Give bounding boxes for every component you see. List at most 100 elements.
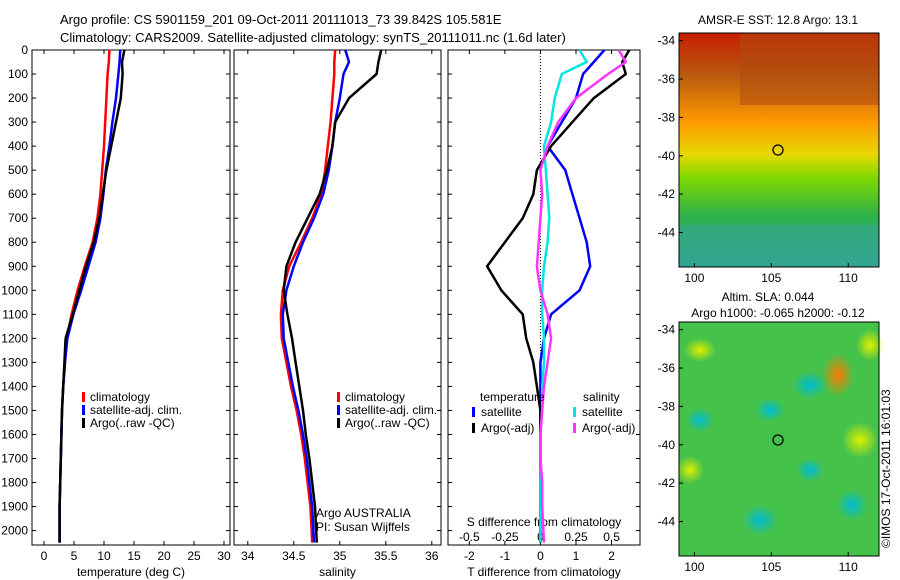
legend-swatch [573, 423, 576, 433]
map-latitude-label: -36 [658, 72, 676, 86]
depth-tick-label: 1700 [1, 451, 28, 465]
depth-tick-label: 100 [8, 67, 28, 81]
salinity-x-axis-label: salinity [319, 565, 356, 579]
depth-tick-label: 1500 [1, 403, 28, 417]
temperature-x-tick-label: 25 [187, 549, 201, 563]
temperature-x-tick-label: 5 [71, 549, 78, 563]
legend-swatch [337, 405, 340, 415]
map-longitude-label: 105 [761, 560, 781, 574]
legend-label: Argo(..raw -QC) [345, 416, 430, 430]
legend-label: climatology [345, 390, 405, 404]
temperature-x-tick-label: 30 [217, 549, 231, 563]
sla-map-axes: 100 105 110 -34 -36 -38 -40 -42 -44 [658, 323, 858, 574]
map-latitude-label: -42 [658, 476, 676, 490]
series-line-argo-raw-qc- [282, 49, 383, 543]
sst-map-frame [678, 32, 880, 268]
sla-anomaly-blob [836, 489, 868, 521]
temperature-axes-frame [31, 49, 231, 546]
legend-swatch [472, 423, 475, 433]
temperature-profile-panel: 0 5 10 15 20 25 300100200300400500600700800900… [1, 43, 231, 579]
temperature-x-tick-label: 20 [157, 549, 171, 563]
legend-group-heading: temperature [480, 390, 545, 404]
difference-x-tick-label: 1 [573, 549, 580, 563]
salinity-diff-tick-label: 0.5 [603, 530, 620, 544]
map-longitude-label: 100 [684, 560, 704, 574]
map-latitude-label: -40 [658, 438, 676, 452]
sla-anomaly-blob [842, 422, 878, 458]
difference-x-tick-label: 2 [608, 549, 615, 563]
legend-swatch [337, 418, 340, 428]
legend-label: Argo(-adj) [582, 421, 635, 435]
difference-x-tick-label: 0 [537, 549, 544, 563]
salinity-diff-tick-label: 0.25 [564, 530, 588, 544]
map-latitude-label: -44 [658, 225, 676, 239]
salinity-x-tick-label: 34.5 [282, 549, 306, 563]
series-line-satellite-adj-clim- [281, 49, 351, 543]
sla-anomaly-blob [684, 338, 716, 362]
temperature-x-tick-label: 15 [127, 549, 141, 563]
map-latitude-label: -34 [658, 34, 676, 48]
legend-label: climatology [90, 390, 150, 404]
depth-tick-label: 1800 [1, 476, 28, 490]
sla-anomaly-blob [796, 458, 824, 482]
sla-argo-location-marker [772, 434, 784, 446]
sla-map-frame [678, 321, 880, 557]
sla-anomaly-blob [755, 398, 785, 422]
legend-swatch [337, 392, 340, 402]
depth-tick-label: 200 [8, 91, 28, 105]
map-latitude-label: -38 [658, 399, 676, 413]
sst-map-title: AMSR-E SST: 12.8 Argo: 13.1 [698, 13, 858, 27]
depth-tick-label: 400 [8, 139, 28, 153]
depth-tick-label: 1100 [2, 307, 28, 321]
float-annotation: PI: Susan Wijffels [316, 520, 410, 534]
sla-map-panel: Altim. SLA: 0.044 Argo h1000: -0.065 h20… [658, 290, 884, 574]
sla-anomaly-blob [822, 353, 854, 397]
legend-swatch [472, 407, 475, 417]
salinity-x-tick-label: 36 [425, 549, 439, 563]
map-latitude-label: -44 [658, 514, 676, 528]
figure-title-line2: Climatology: CARS2009. Satellite-adjuste… [60, 30, 566, 45]
legend-swatch [573, 407, 576, 417]
salinity-x-tick-label: 35 [333, 549, 347, 563]
legend-swatch [82, 418, 85, 428]
sla-anomaly-blob [742, 505, 778, 535]
legend-swatch [82, 392, 85, 402]
depth-tick-label: 1200 [1, 331, 28, 345]
temperature-x-tick-label: 0 [41, 549, 48, 563]
legend-label: satellite [481, 405, 522, 419]
sst-argo-location-marker [772, 144, 784, 156]
map-latitude-label: -40 [658, 149, 676, 163]
sla-map-title: Altim. SLA: 0.044 [722, 290, 815, 304]
depth-tick-label: 500 [8, 163, 28, 177]
sla-anomaly-blob [686, 408, 714, 432]
temperature-x-tick-label: 10 [97, 549, 111, 563]
salinity-diff-tick-label: -0.25 [491, 530, 519, 544]
difference-x-axis-label: T difference from climatology [467, 565, 621, 579]
legend-label: Argo(..raw -QC) [90, 416, 175, 430]
map-longitude-label: 100 [684, 271, 704, 285]
depth-tick-label: 600 [8, 187, 28, 201]
depth-tick-label: 700 [8, 211, 28, 225]
salinity-x-tick-label: 34 [241, 549, 255, 563]
figure-title-line1: Argo profile: CS 5901159_201 09-Oct-2011… [60, 12, 502, 27]
sst-map-panel: AMSR-E SST: 12.8 Argo: 13.1 100 105 110 -34… [658, 13, 880, 285]
legend-label: satellite-adj. clim. [90, 403, 182, 417]
legend-swatch [82, 405, 85, 415]
map-latitude-label: -36 [658, 361, 676, 375]
salinity-axes-frame [233, 49, 442, 546]
sst-cool-strip [679, 225, 879, 267]
legend-label: satellite [582, 405, 623, 419]
depth-tick-label: 0 [21, 43, 28, 57]
temperature-x-axis-label: temperature (deg C) [77, 565, 185, 579]
depth-tick-label: 300 [8, 115, 28, 129]
depth-tick-label: 800 [8, 235, 28, 249]
difference-axes-frame [447, 49, 641, 546]
series-line-salinity-argo-adj- [535, 49, 628, 543]
sst-warm-patch [740, 33, 879, 105]
depth-tick-label: 900 [8, 259, 28, 273]
sla-anomaly-blob [676, 456, 704, 484]
salinity-diff-tick-label: -0.5 [459, 530, 480, 544]
depth-tick-label: 1000 [1, 283, 28, 297]
depth-tick-label: 2000 [1, 524, 28, 538]
